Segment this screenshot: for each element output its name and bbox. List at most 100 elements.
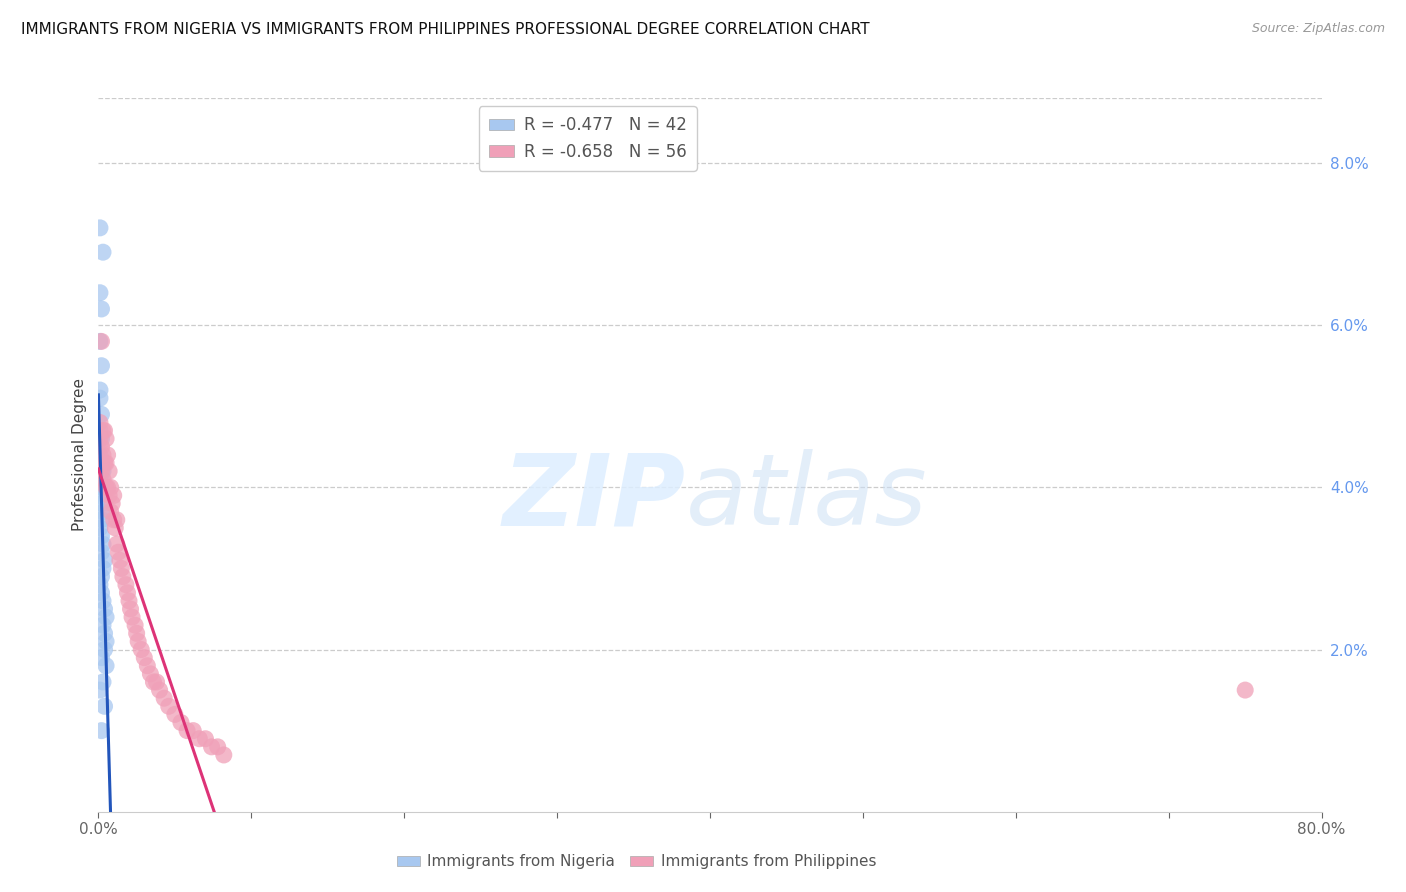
Point	[91, 448, 114, 462]
Point	[90, 650, 112, 665]
Point	[94, 480, 117, 494]
Point	[103, 513, 125, 527]
Point	[89, 521, 111, 535]
Point	[145, 675, 167, 690]
Text: Source: ZipAtlas.com: Source: ZipAtlas.com	[1251, 22, 1385, 36]
Point	[181, 723, 204, 738]
Point	[91, 618, 114, 632]
Point	[90, 723, 112, 738]
Point	[127, 634, 149, 648]
Text: ZIP: ZIP	[502, 450, 686, 546]
Point	[170, 715, 193, 730]
Legend: Immigrants from Nigeria, Immigrants from Philippines: Immigrants from Nigeria, Immigrants from…	[391, 848, 883, 875]
Point	[91, 594, 114, 608]
Point	[98, 464, 121, 478]
Point	[118, 594, 141, 608]
Point	[212, 747, 235, 762]
Point	[89, 383, 111, 397]
Point	[93, 699, 115, 714]
Point	[207, 739, 229, 754]
Point	[176, 723, 198, 738]
Point	[149, 683, 172, 698]
Point	[104, 521, 127, 535]
Point	[90, 545, 112, 559]
Point	[89, 432, 111, 446]
Point	[105, 537, 128, 551]
Point	[93, 626, 115, 640]
Text: atlas: atlas	[686, 450, 927, 546]
Point	[89, 220, 111, 235]
Point	[89, 448, 111, 462]
Point	[94, 634, 117, 648]
Point	[90, 301, 112, 316]
Point	[90, 408, 112, 422]
Point	[200, 739, 222, 754]
Point	[89, 488, 111, 502]
Point	[91, 675, 114, 690]
Point	[139, 666, 162, 681]
Point	[93, 602, 115, 616]
Point	[93, 553, 115, 567]
Point	[90, 359, 112, 373]
Point	[89, 424, 111, 438]
Point	[94, 456, 117, 470]
Point	[93, 642, 115, 657]
Point	[134, 650, 156, 665]
Point	[90, 480, 112, 494]
Point	[142, 675, 165, 690]
Point	[91, 505, 114, 519]
Point	[110, 561, 132, 575]
Point	[107, 545, 129, 559]
Point	[90, 513, 112, 527]
Point	[98, 488, 121, 502]
Point	[90, 440, 112, 454]
Point	[188, 731, 211, 746]
Point	[91, 561, 114, 575]
Point	[89, 391, 111, 405]
Point	[105, 513, 128, 527]
Point	[163, 707, 186, 722]
Point	[89, 683, 111, 698]
Point	[157, 699, 180, 714]
Point	[94, 658, 117, 673]
Point	[97, 480, 120, 494]
Point	[90, 569, 112, 583]
Point	[129, 642, 152, 657]
Point	[108, 553, 131, 567]
Point	[125, 626, 148, 640]
Point	[103, 488, 125, 502]
Point	[93, 424, 115, 438]
Y-axis label: Professional Degree: Professional Degree	[72, 378, 87, 532]
Point	[120, 602, 142, 616]
Point	[89, 416, 111, 430]
Point	[94, 432, 117, 446]
Point	[89, 577, 111, 591]
Point	[91, 464, 114, 478]
Point	[136, 658, 159, 673]
Point	[101, 497, 124, 511]
Point	[90, 464, 112, 478]
Point	[89, 334, 111, 349]
Point	[1234, 683, 1257, 698]
Point	[93, 456, 115, 470]
Point	[115, 577, 138, 591]
Point	[121, 610, 143, 624]
Point	[91, 245, 114, 260]
Point	[91, 424, 114, 438]
Point	[90, 334, 112, 349]
Point	[91, 472, 114, 486]
Point	[194, 731, 217, 746]
Point	[90, 529, 112, 543]
Point	[89, 285, 111, 300]
Point	[90, 432, 112, 446]
Point	[97, 448, 120, 462]
Text: IMMIGRANTS FROM NIGERIA VS IMMIGRANTS FROM PHILIPPINES PROFESSIONAL DEGREE CORRE: IMMIGRANTS FROM NIGERIA VS IMMIGRANTS FR…	[21, 22, 870, 37]
Point	[94, 610, 117, 624]
Point	[90, 497, 112, 511]
Point	[111, 569, 134, 583]
Point	[153, 691, 176, 706]
Point	[90, 586, 112, 600]
Point	[124, 618, 146, 632]
Point	[100, 480, 122, 494]
Point	[91, 537, 114, 551]
